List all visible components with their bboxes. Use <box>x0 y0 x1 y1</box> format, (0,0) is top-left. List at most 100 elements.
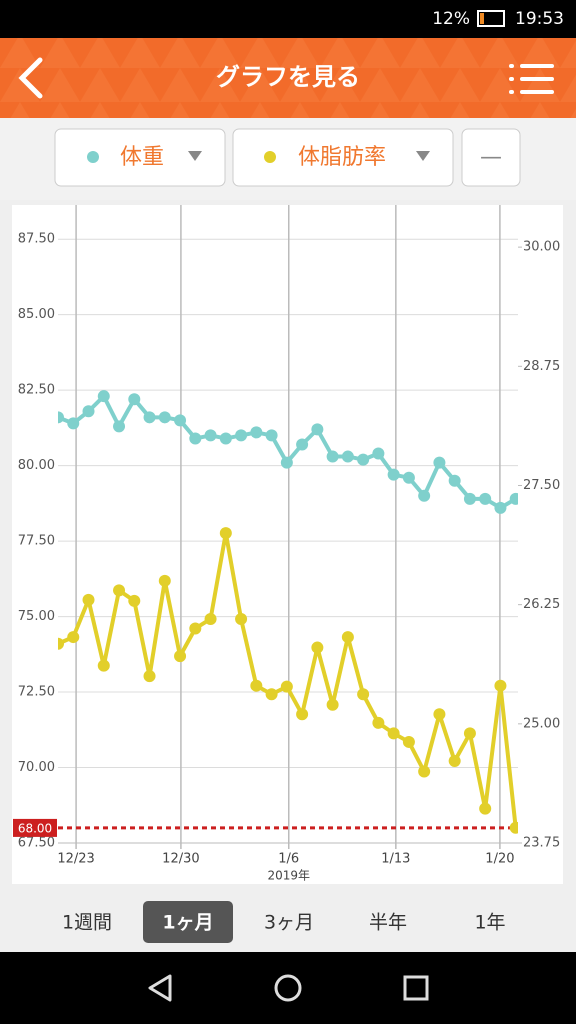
data-point <box>418 489 431 502</box>
selector-label: 体脂肪率 <box>298 145 386 170</box>
y2-tick-label: 23.75 <box>523 836 560 851</box>
selector-bodyfat[interactable] <box>232 128 454 187</box>
dropdown-arrow <box>416 151 430 161</box>
data-point <box>463 727 476 740</box>
data-point <box>433 708 446 721</box>
y-tick-label: 72.50 <box>18 685 55 700</box>
data-point <box>128 393 141 406</box>
data-point <box>433 456 446 469</box>
back-button[interactable] <box>18 57 43 99</box>
data-point <box>189 622 202 635</box>
y-tick-label: 85.00 <box>18 307 55 322</box>
data-point <box>82 593 95 606</box>
data-point <box>250 679 263 692</box>
nav-recent[interactable] <box>403 975 429 1001</box>
period-tab[interactable]: 1年 <box>474 912 505 934</box>
data-point <box>448 474 461 487</box>
period-tab[interactable]: 半年 <box>369 912 407 934</box>
data-point <box>265 688 278 701</box>
data-point <box>97 390 110 403</box>
data-point <box>387 468 400 481</box>
y-tick-label: 77.50 <box>18 534 55 549</box>
data-point <box>479 492 492 505</box>
data-point <box>158 574 171 587</box>
data-point <box>296 708 309 721</box>
data-point <box>113 420 126 433</box>
data-point <box>58 411 64 424</box>
y2-tick-label: 25.00 <box>523 716 560 731</box>
selector-label: 体重 <box>120 145 164 170</box>
data-point <box>357 688 370 701</box>
dropdown-arrow <box>188 151 202 161</box>
data-point <box>204 612 217 625</box>
x-tick-label: 1/20 <box>485 852 514 867</box>
data-point <box>418 765 431 778</box>
period-tab[interactable]: 3ヶ月 <box>264 912 314 934</box>
data-point <box>494 501 507 514</box>
data-point <box>326 698 339 711</box>
battery-icon <box>477 10 505 27</box>
data-point <box>494 679 507 692</box>
selector-dot <box>87 151 99 163</box>
data-point <box>463 492 476 505</box>
nav-home[interactable] <box>274 974 302 1002</box>
data-point <box>372 716 385 729</box>
header-pattern <box>0 38 576 118</box>
data-point <box>372 447 385 460</box>
x-tick-label: 12/23 <box>57 852 94 867</box>
data-point <box>448 755 461 768</box>
data-point <box>67 631 80 644</box>
collapse-button[interactable] <box>461 128 521 187</box>
data-point <box>280 456 293 469</box>
battery-text: 12% <box>432 9 470 29</box>
status-bar <box>0 0 576 38</box>
data-point <box>402 735 415 748</box>
data-point <box>82 405 95 418</box>
y2-tick-label: 30.00 <box>523 240 560 255</box>
menu-button[interactable] <box>509 64 554 94</box>
period-tab[interactable]: 1ヶ月 <box>162 912 213 934</box>
data-point <box>189 432 202 445</box>
chart: 67.50 70.00 72.50 75.00 77.50 80.00 82.50 85.00… <box>13 205 560 883</box>
y-tick-label: 75.00 <box>18 609 55 624</box>
data-point <box>67 417 80 430</box>
data-point <box>174 414 187 427</box>
data-point <box>265 429 278 442</box>
data-point <box>235 612 248 625</box>
data-point <box>479 802 492 815</box>
data-point <box>158 411 171 424</box>
data-point <box>296 438 309 451</box>
data-point <box>250 426 263 439</box>
y-tick-label: 70.00 <box>18 760 55 775</box>
data-point <box>219 527 232 540</box>
data-point <box>143 670 156 683</box>
data-point <box>311 423 324 436</box>
y2-tick-label: 26.25 <box>523 597 560 612</box>
clock: 19:53 <box>515 9 564 29</box>
nav-back[interactable] <box>148 974 172 1002</box>
target-label: 68.00 <box>18 821 52 835</box>
header-title: グラフを見る <box>216 63 360 91</box>
data-point <box>387 727 400 740</box>
period-tab[interactable]: 1週間 <box>62 912 112 934</box>
data-point <box>509 492 518 505</box>
tab-selected-bg <box>143 901 233 943</box>
data-point <box>311 641 324 654</box>
x-tick-label: 1/13 <box>381 852 410 867</box>
year-label: 2019年 <box>267 869 310 883</box>
data-point <box>280 680 293 693</box>
x-tick-label: 1/6 <box>278 852 299 867</box>
data-point <box>341 631 354 644</box>
chart-card <box>12 205 563 884</box>
data-point <box>204 429 217 442</box>
data-point <box>357 453 370 466</box>
data-point <box>402 471 415 484</box>
selector-dot <box>264 151 276 163</box>
data-point <box>97 659 110 672</box>
selector-weight[interactable] <box>54 128 226 187</box>
data-point <box>143 411 156 424</box>
collapse-label: — <box>480 145 502 170</box>
y-tick-label: 82.50 <box>18 383 55 398</box>
